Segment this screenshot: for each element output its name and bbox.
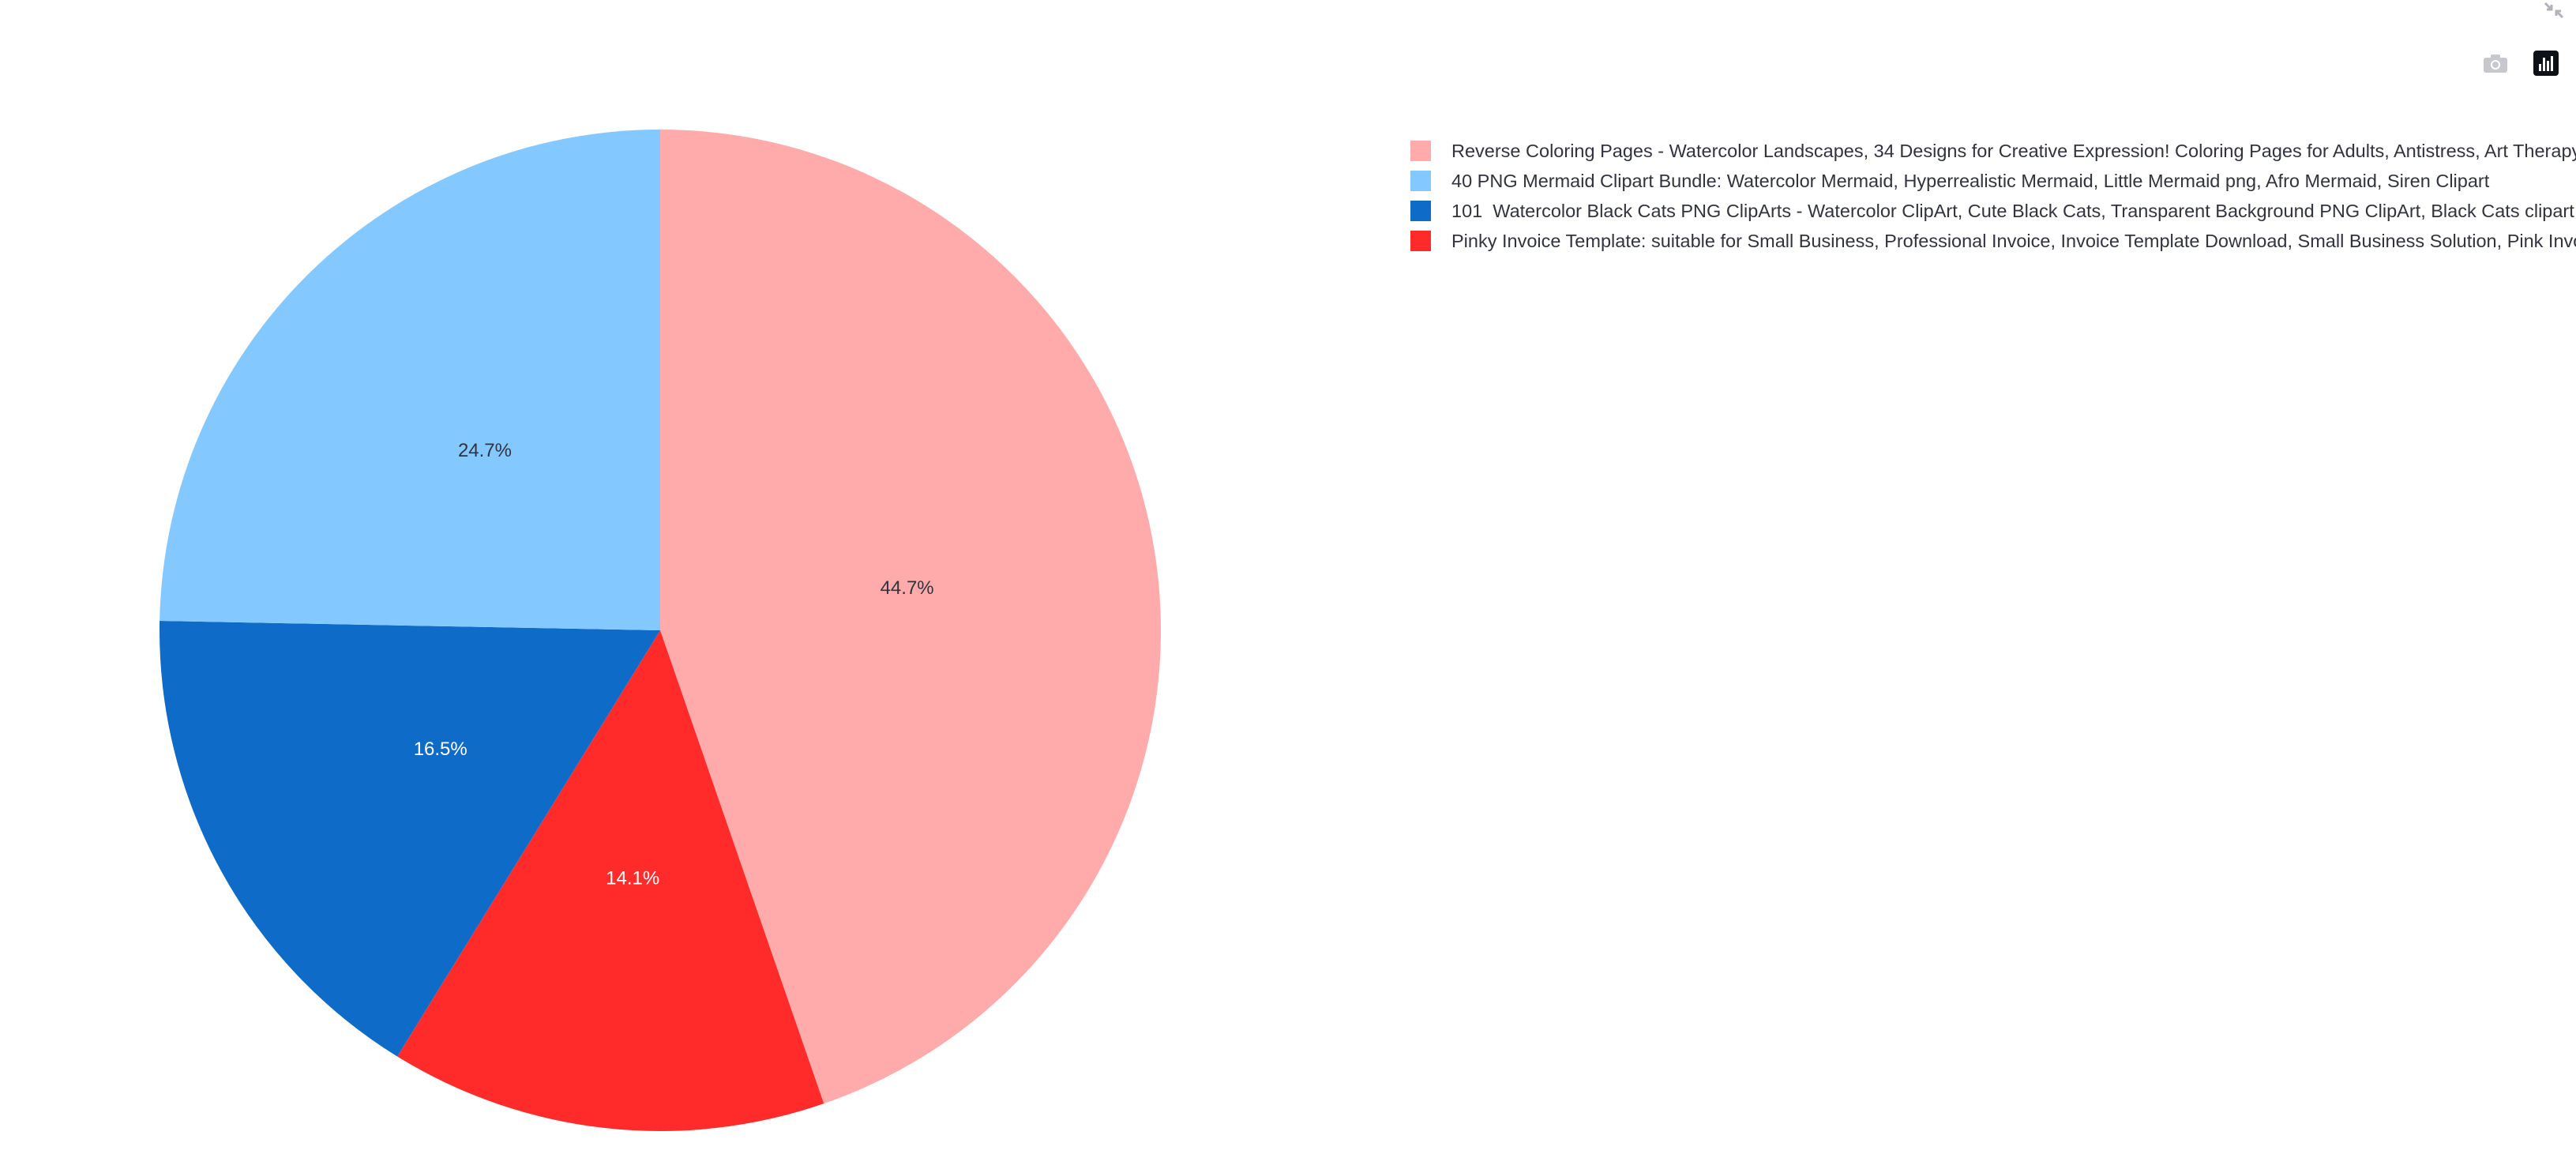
pie-labels: 44.7% 14.1% 16.5% 24.7% xyxy=(414,440,934,889)
legend-label: 40 PNG Mermaid Clipart Bundle: Watercolo… xyxy=(1451,170,2490,191)
pie-slice-label-1: 14.1% xyxy=(606,867,659,889)
legend-label: Reverse Coloring Pages - Watercolor Land… xyxy=(1451,140,2576,161)
camera-icon[interactable] xyxy=(2480,47,2511,79)
legend-swatch xyxy=(1410,141,1431,161)
legend-item-1[interactable]: 40 PNG Mermaid Clipart Bundle: Watercolo… xyxy=(1410,166,2576,196)
pie-slice-1[interactable] xyxy=(397,630,824,1131)
pie-slice-3[interactable] xyxy=(160,130,661,630)
pie-slice-label-0: 44.7% xyxy=(881,577,934,599)
legend-item-3[interactable]: Pinky Invoice Template: suitable for Sma… xyxy=(1410,226,2576,256)
pie-slice-2[interactable] xyxy=(160,621,661,1057)
legend-label: 101 Watercolor Black Cats PNG ClipArts -… xyxy=(1451,200,2576,221)
fullscreen-icon[interactable] xyxy=(2538,0,2570,21)
pie-slices xyxy=(160,130,1162,1131)
pie-slice-label-2: 16.5% xyxy=(414,739,468,760)
legend-swatch xyxy=(1410,231,1431,251)
legend-item-2[interactable]: 101 Watercolor Black Cats PNG ClipArts -… xyxy=(1410,196,2576,226)
legend-swatch xyxy=(1410,171,1431,191)
legend-label: Pinky Invoice Template: suitable for Sma… xyxy=(1451,230,2576,251)
legend-item-0[interactable]: Reverse Coloring Pages - Watercolor Land… xyxy=(1410,136,2576,166)
chart-legend: Reverse Coloring Pages - Watercolor Land… xyxy=(1410,136,2576,256)
pie-slice-0[interactable] xyxy=(660,130,1162,1104)
legend-swatch xyxy=(1410,201,1431,221)
pie-slice-label-3: 24.7% xyxy=(458,440,512,461)
bar-chart-icon[interactable] xyxy=(2530,47,2562,79)
